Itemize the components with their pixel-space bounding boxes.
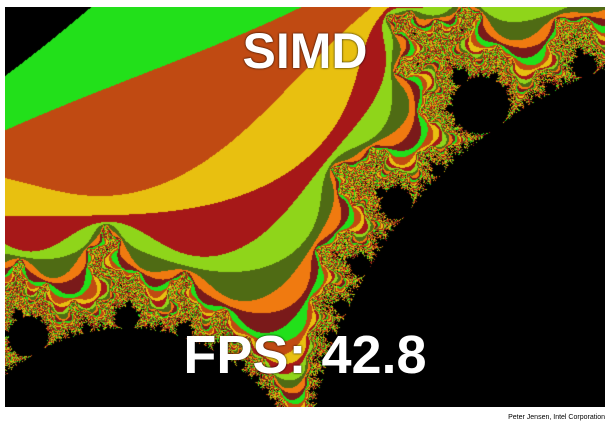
demo-title: SIMD	[242, 23, 368, 79]
fps-label: FPS:	[183, 325, 307, 385]
fractal-image	[5, 7, 605, 407]
mandelbrot-render	[5, 7, 605, 407]
author-credit: Peter Jensen, Intel Corporation	[508, 414, 605, 421]
fps-counter: FPS: 42.8	[5, 325, 605, 385]
fps-value: 42.8	[321, 325, 427, 385]
mandelbrot-canvas[interactable]: SIMD FPS: 42.8	[5, 7, 605, 407]
